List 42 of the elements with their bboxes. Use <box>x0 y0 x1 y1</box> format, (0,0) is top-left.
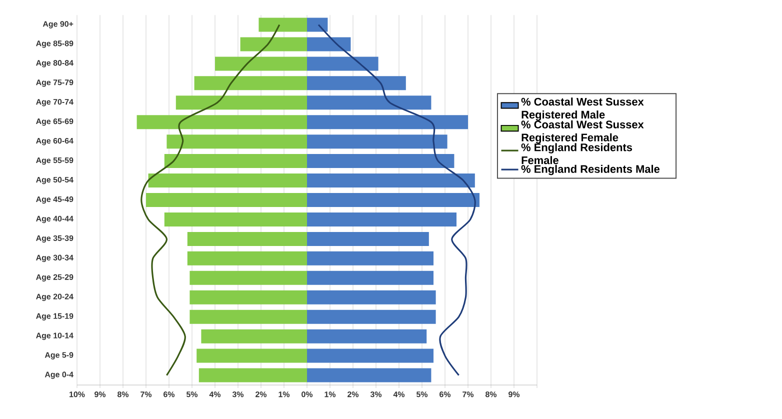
bar <box>307 270 434 285</box>
bar <box>148 174 308 188</box>
legend-label: % England Residents Male <box>521 164 660 176</box>
bar <box>198 368 308 382</box>
bar <box>307 134 448 149</box>
legend-label: % Coastal West Sussex Registered Female <box>521 120 644 144</box>
bar <box>190 290 308 304</box>
bar <box>307 329 427 344</box>
bar <box>166 134 308 149</box>
bar <box>307 251 434 266</box>
bar <box>307 290 436 304</box>
legend-label: % Coastal West Sussex Registered Male <box>521 98 644 121</box>
bar <box>240 37 308 52</box>
bar <box>307 56 378 71</box>
bar <box>307 212 457 226</box>
bar <box>307 18 328 32</box>
bar <box>307 232 429 246</box>
bar <box>176 96 308 110</box>
bar <box>307 154 454 168</box>
bar <box>307 368 432 382</box>
legend-label: % England Residents Female <box>521 143 632 164</box>
bar <box>307 96 432 110</box>
bar <box>201 329 308 344</box>
bar <box>258 18 308 32</box>
bar <box>164 212 308 226</box>
bar <box>307 76 406 90</box>
bar <box>215 56 308 71</box>
bar <box>146 193 308 208</box>
bar <box>136 115 308 130</box>
bar <box>307 310 436 324</box>
bar <box>307 193 480 208</box>
bar <box>190 270 308 285</box>
bar <box>164 154 308 168</box>
bar <box>196 348 308 363</box>
bar <box>190 310 308 324</box>
bar <box>194 76 308 90</box>
bar <box>307 37 351 52</box>
bar <box>187 232 308 246</box>
bar <box>307 174 475 188</box>
bar <box>307 348 434 363</box>
bar <box>187 251 308 266</box>
bar <box>307 115 468 130</box>
